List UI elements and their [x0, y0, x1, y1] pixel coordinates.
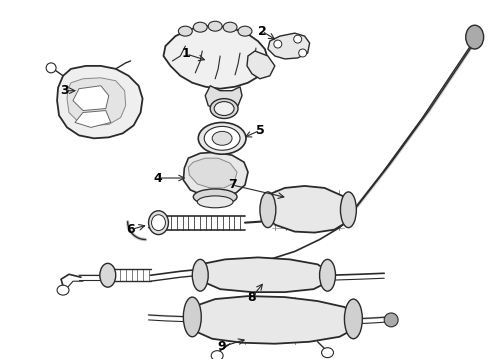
Polygon shape	[268, 33, 310, 59]
Text: 1: 1	[182, 48, 191, 60]
Ellipse shape	[192, 260, 208, 291]
Ellipse shape	[274, 40, 282, 48]
Polygon shape	[205, 86, 242, 111]
Ellipse shape	[198, 122, 246, 154]
Ellipse shape	[46, 63, 56, 73]
Ellipse shape	[208, 21, 222, 31]
Text: 5: 5	[256, 124, 264, 137]
Polygon shape	[247, 51, 275, 79]
Ellipse shape	[223, 22, 237, 32]
Ellipse shape	[151, 215, 166, 231]
Text: 4: 4	[153, 171, 162, 185]
Ellipse shape	[260, 192, 276, 228]
Ellipse shape	[238, 26, 252, 36]
Ellipse shape	[211, 351, 223, 360]
Ellipse shape	[178, 26, 192, 36]
Ellipse shape	[193, 22, 207, 32]
Polygon shape	[75, 111, 111, 127]
Ellipse shape	[214, 102, 234, 116]
Ellipse shape	[212, 131, 232, 145]
Ellipse shape	[210, 99, 238, 118]
Polygon shape	[164, 26, 268, 89]
Polygon shape	[57, 66, 143, 138]
Polygon shape	[264, 186, 351, 233]
Polygon shape	[198, 257, 329, 292]
Ellipse shape	[197, 196, 233, 208]
Ellipse shape	[294, 35, 302, 43]
Text: 3: 3	[60, 84, 68, 97]
Polygon shape	[188, 296, 357, 344]
Ellipse shape	[341, 192, 356, 228]
Ellipse shape	[193, 189, 237, 205]
Ellipse shape	[183, 297, 201, 337]
Polygon shape	[73, 86, 109, 111]
Ellipse shape	[344, 299, 362, 339]
Ellipse shape	[57, 285, 69, 295]
Polygon shape	[188, 158, 237, 188]
Ellipse shape	[319, 260, 336, 291]
Polygon shape	[183, 152, 248, 197]
Text: 8: 8	[247, 291, 256, 303]
Ellipse shape	[204, 126, 240, 150]
Polygon shape	[67, 78, 125, 125]
Ellipse shape	[299, 49, 307, 57]
Ellipse shape	[384, 313, 398, 327]
Ellipse shape	[466, 25, 484, 49]
Text: 7: 7	[228, 179, 237, 192]
Ellipse shape	[148, 211, 169, 235]
Text: 6: 6	[126, 223, 135, 236]
Ellipse shape	[100, 264, 116, 287]
Text: 2: 2	[258, 24, 266, 38]
Ellipse shape	[321, 348, 334, 357]
Text: 9: 9	[218, 340, 226, 353]
